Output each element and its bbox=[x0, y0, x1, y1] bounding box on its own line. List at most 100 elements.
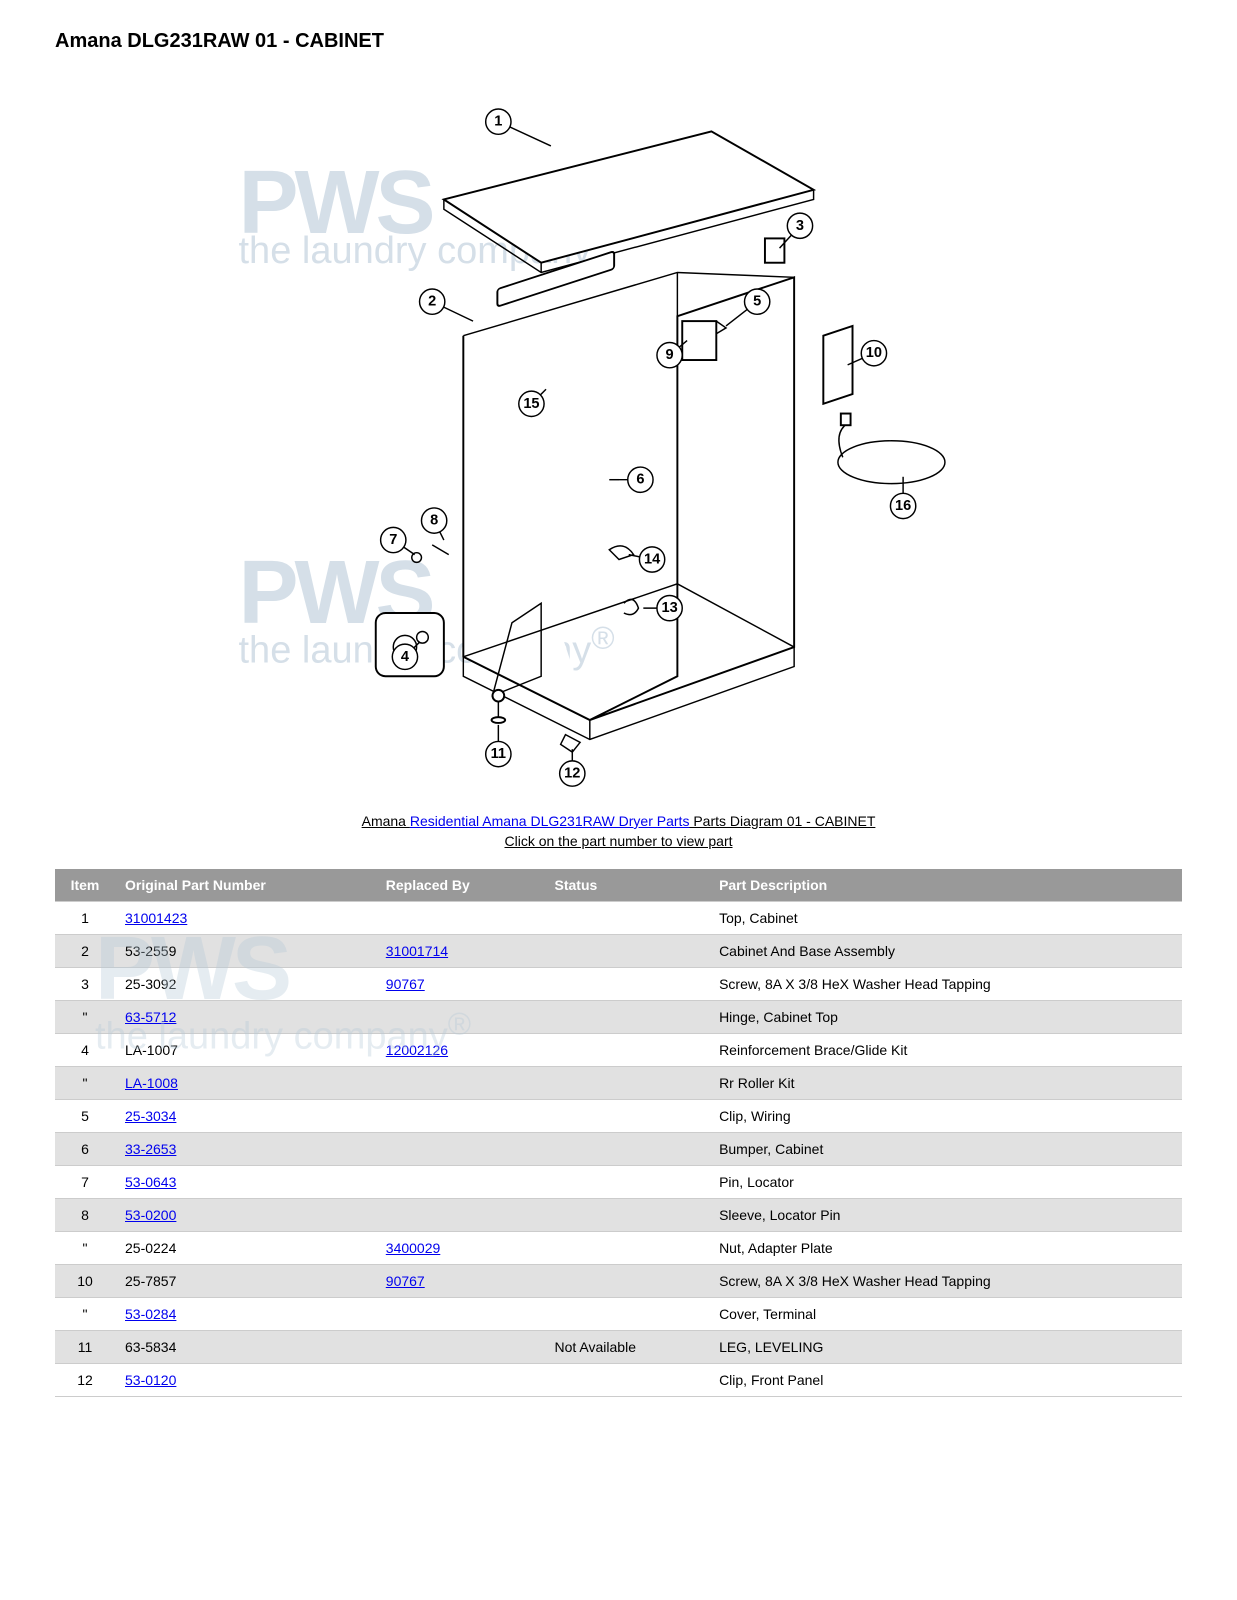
cell-desc: Screw, 8A X 3/8 HeX Washer Head Tapping bbox=[709, 968, 1182, 1001]
callout-label-10: 10 bbox=[865, 345, 881, 361]
table-row: 525-3034Clip, Wiring bbox=[55, 1100, 1182, 1133]
replaced-part-link[interactable]: 3400029 bbox=[386, 1240, 441, 1256]
cell-orig: 25-0224 bbox=[115, 1232, 376, 1265]
replaced-part-link[interactable]: 90767 bbox=[386, 1273, 425, 1289]
cell-desc: Cabinet And Base Assembly bbox=[709, 935, 1182, 968]
cell-replaced bbox=[376, 1067, 545, 1100]
callout-label-12: 12 bbox=[564, 766, 580, 782]
table-row: "25-0224 3400029 Nut, Adapter Plate bbox=[55, 1232, 1182, 1265]
cell-status bbox=[545, 1166, 710, 1199]
table-row: 4LA-1007 12002126 Reinforcement Brace/Glid… bbox=[55, 1034, 1182, 1067]
callout-label-14: 14 bbox=[643, 551, 660, 567]
cell-item: 6 bbox=[55, 1133, 115, 1166]
exploded-diagram: PWS the laundry company PWS the laundry … bbox=[239, 73, 999, 793]
part-power-cord bbox=[837, 414, 944, 484]
callout-label-4: 4 bbox=[400, 649, 409, 665]
callout-label-8: 8 bbox=[430, 513, 438, 529]
callout-label-3: 3 bbox=[795, 218, 803, 234]
replaced-part-link[interactable]: 12002126 bbox=[386, 1042, 448, 1058]
cell-item: 3 bbox=[55, 968, 115, 1001]
col-orig: Original Part Number bbox=[115, 869, 376, 902]
breadcrumb-link[interactable]: Residential Amana DLG231RAW Dryer Parts bbox=[410, 813, 690, 829]
cell-status: Not Available bbox=[545, 1331, 710, 1364]
part-hinge bbox=[764, 238, 783, 262]
cell-replaced bbox=[376, 1364, 545, 1397]
part-shape-14 bbox=[609, 546, 633, 560]
cell-status bbox=[545, 1133, 710, 1166]
cell-orig: 33-2653 bbox=[115, 1133, 376, 1166]
callout-label-2: 2 bbox=[428, 294, 436, 310]
part-front-clip bbox=[560, 735, 579, 753]
cell-orig: 25-3034 bbox=[115, 1100, 376, 1133]
cell-item: 5 bbox=[55, 1100, 115, 1133]
cell-status bbox=[545, 1364, 710, 1397]
cell-replaced bbox=[376, 1100, 545, 1133]
cell-status bbox=[545, 968, 710, 1001]
col-status: Status bbox=[545, 869, 710, 902]
part-cabinet-body bbox=[463, 251, 794, 739]
cell-item: 4 bbox=[55, 1034, 115, 1067]
replaced-part-link[interactable]: 90767 bbox=[386, 976, 425, 992]
cell-item: 11 bbox=[55, 1331, 115, 1364]
cell-item: " bbox=[55, 1001, 115, 1034]
cell-desc: Nut, Adapter Plate bbox=[709, 1232, 1182, 1265]
part-leveling-leg bbox=[491, 690, 505, 723]
parts-table-wrap: PWS the laundry company® Item Original P… bbox=[55, 869, 1182, 1397]
breadcrumb-prefix: Amana bbox=[362, 813, 410, 829]
cell-item: 2 bbox=[55, 935, 115, 968]
cell-orig: LA-1007 bbox=[115, 1034, 376, 1067]
cell-orig: 53-0120 bbox=[115, 1364, 376, 1397]
cell-desc: Reinforcement Brace/Glide Kit bbox=[709, 1034, 1182, 1067]
diagram-svg: 12345678910111213141516 bbox=[239, 73, 999, 793]
replaced-part-link[interactable]: 31001714 bbox=[386, 943, 448, 959]
page-title: Amana DLG231RAW 01 - CABINET bbox=[55, 30, 1182, 53]
callout-label-16: 16 bbox=[894, 498, 910, 514]
orig-part-link[interactable]: 33-2653 bbox=[125, 1141, 176, 1157]
cell-status bbox=[545, 1100, 710, 1133]
parts-table: Item Original Part Number Replaced By St… bbox=[55, 869, 1182, 1397]
orig-part-link[interactable]: 31001423 bbox=[125, 910, 187, 926]
cell-desc: Rr Roller Kit bbox=[709, 1067, 1182, 1100]
table-row: "53-0284Cover, Terminal bbox=[55, 1298, 1182, 1331]
table-row: "LA-1008Rr Roller Kit bbox=[55, 1067, 1182, 1100]
cell-item: 1 bbox=[55, 902, 115, 935]
table-row: 753-0643Pin, Locator bbox=[55, 1166, 1182, 1199]
table-header-row: Item Original Part Number Replaced By St… bbox=[55, 869, 1182, 902]
callout-label-13: 13 bbox=[661, 600, 677, 616]
callout-label-7: 7 bbox=[389, 532, 397, 548]
cell-replaced: 90767 bbox=[376, 968, 545, 1001]
cell-orig: 31001423 bbox=[115, 902, 376, 935]
orig-part-link[interactable]: 53-0643 bbox=[125, 1174, 176, 1190]
cell-desc: Top, Cabinet bbox=[709, 902, 1182, 935]
cell-orig: 53-0643 bbox=[115, 1166, 376, 1199]
orig-part-link[interactable]: LA-1008 bbox=[125, 1075, 178, 1091]
orig-part-link[interactable]: 53-0200 bbox=[125, 1207, 176, 1223]
cell-desc: Clip, Front Panel bbox=[709, 1364, 1182, 1397]
cell-desc: Bumper, Cabinet bbox=[709, 1133, 1182, 1166]
orig-part-link[interactable]: 53-0284 bbox=[125, 1306, 176, 1322]
cell-status bbox=[545, 1232, 710, 1265]
orig-part-link[interactable]: 53-0120 bbox=[125, 1372, 176, 1388]
table-row: 325-3092 90767 Screw, 8A X 3/8 HeX Washer … bbox=[55, 968, 1182, 1001]
cell-replaced bbox=[376, 1298, 545, 1331]
cell-orig: 25-3092 bbox=[115, 968, 376, 1001]
orig-part-link[interactable]: 25-3034 bbox=[125, 1108, 176, 1124]
col-repl: Replaced By bbox=[376, 869, 545, 902]
table-row: 1 31001423 Top, Cabinet bbox=[55, 902, 1182, 935]
callout-label-5: 5 bbox=[753, 294, 761, 310]
cell-status bbox=[545, 1001, 710, 1034]
cell-status bbox=[545, 1034, 710, 1067]
cell-desc: Screw, 8A X 3/8 HeX Washer Head Tapping bbox=[709, 1265, 1182, 1298]
part-top-cabinet bbox=[443, 131, 813, 272]
cell-item: " bbox=[55, 1232, 115, 1265]
cell-replaced: 31001714 bbox=[376, 935, 545, 968]
orig-part-link[interactable]: 63-5712 bbox=[125, 1009, 176, 1025]
cell-status bbox=[545, 1199, 710, 1232]
cell-item: 12 bbox=[55, 1364, 115, 1397]
cell-desc: Pin, Locator bbox=[709, 1166, 1182, 1199]
callout-label-1: 1 bbox=[494, 114, 502, 130]
col-item: Item bbox=[55, 869, 115, 902]
callout-label-6: 6 bbox=[636, 472, 644, 488]
cell-desc: LEG, LEVELING bbox=[709, 1331, 1182, 1364]
cell-status bbox=[545, 902, 710, 935]
